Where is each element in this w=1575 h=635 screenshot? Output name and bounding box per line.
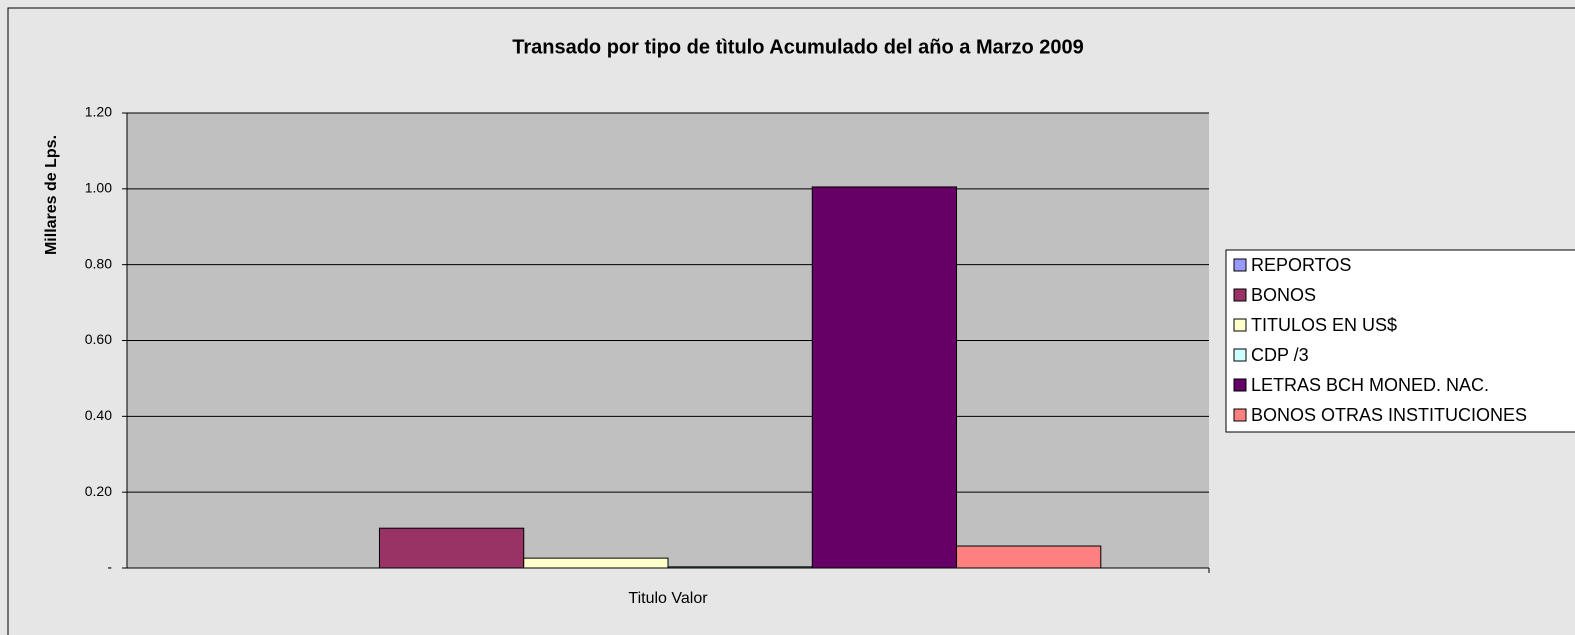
legend-label: TITULOS EN US$	[1251, 315, 1397, 335]
legend-swatch	[1233, 348, 1247, 362]
legend-label: BONOS	[1251, 285, 1316, 305]
legend-label: CDP /3	[1251, 345, 1309, 365]
x-tick-label: Titulo Valor	[628, 590, 708, 607]
y-tick-label: 0.40	[85, 407, 112, 423]
legend-swatch	[1233, 318, 1247, 332]
legend-label: REPORTOS	[1251, 255, 1351, 275]
y-tick-label: 0.80	[85, 255, 112, 271]
legend-label: BONOS OTRAS INSTITUCIONES	[1251, 405, 1527, 425]
legend-swatch	[1233, 258, 1247, 272]
y-tick-label: 0.20	[85, 483, 112, 499]
bar	[956, 545, 1102, 569]
y-tick-label: 1.20	[85, 104, 112, 120]
bar	[378, 527, 525, 569]
y-tick-label: 0.60	[85, 331, 112, 347]
bar	[523, 557, 669, 569]
y-tick-label: 1.00	[85, 180, 112, 196]
y-axis-label: Millares de Lps.	[43, 135, 60, 255]
bar	[667, 566, 813, 569]
legend-swatch	[1233, 408, 1247, 422]
legend-swatch	[1233, 378, 1247, 392]
bar	[811, 186, 958, 569]
legend-label: LETRAS BCH MONED. NAC.	[1251, 375, 1489, 395]
chart-title: Transado por tipo de tìtulo Acumulado de…	[512, 36, 1084, 58]
legend-box	[1225, 249, 1575, 433]
y-tick-label: -	[107, 559, 112, 575]
legend-swatch	[1233, 288, 1247, 302]
